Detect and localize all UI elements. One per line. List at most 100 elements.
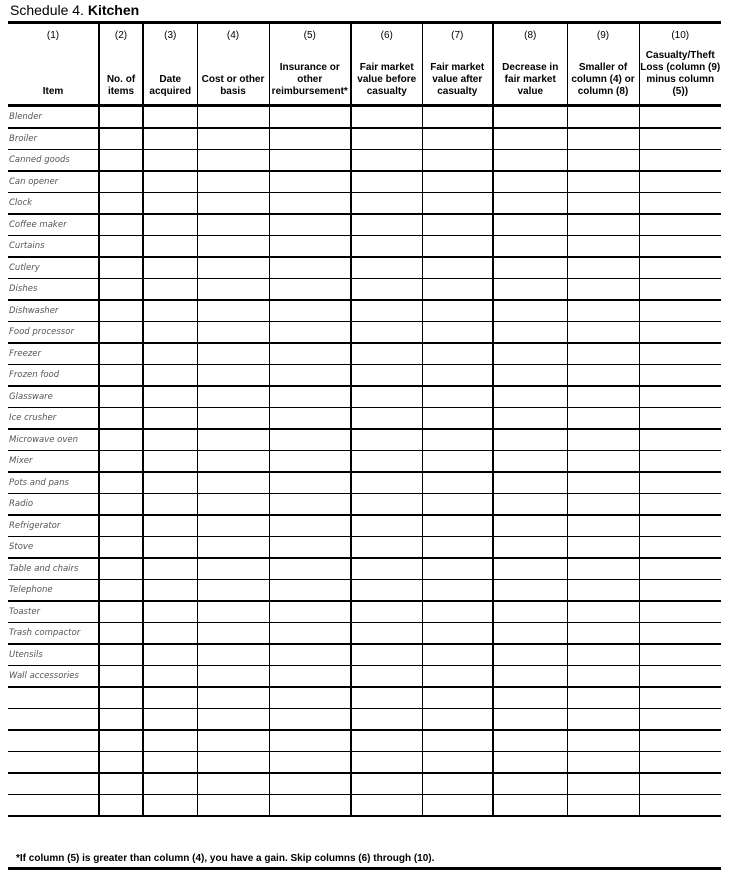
entry-cell-col-3[interactable] (142, 407, 197, 430)
entry-cell-col-9[interactable] (566, 536, 639, 559)
entry-cell-col-9[interactable] (566, 751, 639, 774)
entry-cell-col-8[interactable] (492, 644, 567, 666)
entry-cell-col-2[interactable] (98, 149, 143, 172)
entry-cell-col-2[interactable] (98, 515, 143, 537)
entry-cell-col-4[interactable] (196, 708, 269, 731)
entry-cell-col-9[interactable] (566, 343, 639, 365)
entry-cell-col-8[interactable] (492, 493, 567, 516)
entry-cell-col-9[interactable] (566, 192, 639, 215)
entry-cell-col-6[interactable] (350, 708, 422, 731)
entry-cell-col-3[interactable] (142, 257, 197, 279)
entry-cell-col-5[interactable] (268, 730, 351, 752)
entry-cell-col-6[interactable] (350, 493, 422, 516)
entry-cell-col-10[interactable] (638, 558, 721, 580)
entry-cell-col-3[interactable] (142, 751, 197, 774)
entry-cell-col-3[interactable] (142, 192, 197, 215)
entry-cell-col-5[interactable] (268, 622, 351, 645)
entry-cell-col-3[interactable] (142, 321, 197, 344)
entry-cell-col-5[interactable] (268, 794, 351, 817)
entry-cell-col-7[interactable] (421, 214, 493, 236)
entry-cell-col-9[interactable] (566, 364, 639, 387)
entry-cell-col-6[interactable] (350, 472, 422, 494)
entry-cell-col-8[interactable] (492, 622, 567, 645)
entry-cell-col-9[interactable] (566, 105, 639, 129)
entry-cell-col-8[interactable] (492, 321, 567, 344)
entry-cell-col-10[interactable] (638, 579, 721, 602)
entry-cell-col-2[interactable] (98, 450, 143, 473)
entry-cell-col-2[interactable] (98, 708, 143, 731)
entry-cell-col-7[interactable] (421, 149, 493, 172)
entry-cell-col-3[interactable] (142, 622, 197, 645)
entry-cell-col-2[interactable] (98, 214, 143, 236)
entry-cell-col-4[interactable] (196, 257, 269, 279)
entry-cell-col-7[interactable] (421, 644, 493, 666)
entry-cell-col-3[interactable] (142, 601, 197, 623)
entry-cell-col-4[interactable] (196, 278, 269, 301)
entry-cell-col-7[interactable] (421, 300, 493, 322)
entry-cell-col-7[interactable] (421, 257, 493, 279)
entry-cell-col-8[interactable] (492, 105, 567, 129)
entry-cell-col-5[interactable] (268, 644, 351, 666)
entry-cell-col-9[interactable] (566, 515, 639, 537)
entry-cell-col-8[interactable] (492, 407, 567, 430)
entry-cell-col-4[interactable] (196, 515, 269, 537)
entry-cell-col-5[interactable] (268, 214, 351, 236)
entry-cell-col-4[interactable] (196, 364, 269, 387)
entry-cell-col-9[interactable] (566, 730, 639, 752)
entry-cell-col-8[interactable] (492, 386, 567, 408)
entry-cell-col-7[interactable] (421, 794, 493, 817)
entry-cell-col-5[interactable] (268, 343, 351, 365)
entry-cell-col-5[interactable] (268, 407, 351, 430)
entry-cell-col-6[interactable] (350, 601, 422, 623)
entry-cell-col-3[interactable] (142, 794, 197, 817)
entry-cell-col-3[interactable] (142, 171, 197, 193)
entry-cell-col-6[interactable] (350, 536, 422, 559)
entry-cell-col-10[interactable] (638, 536, 721, 559)
entry-cell-col-9[interactable] (566, 257, 639, 279)
entry-cell-col-3[interactable] (142, 579, 197, 602)
entry-cell-col-10[interactable] (638, 493, 721, 516)
entry-cell-col-8[interactable] (492, 257, 567, 279)
entry-cell-col-4[interactable] (196, 128, 269, 150)
entry-cell-col-3[interactable] (142, 536, 197, 559)
entry-cell-col-9[interactable] (566, 149, 639, 172)
entry-cell-col-5[interactable] (268, 386, 351, 408)
entry-cell-col-5[interactable] (268, 687, 351, 709)
entry-cell-col-5[interactable] (268, 257, 351, 279)
entry-cell-col-7[interactable] (421, 515, 493, 537)
entry-cell-col-4[interactable] (196, 321, 269, 344)
entry-cell-col-8[interactable] (492, 364, 567, 387)
entry-cell-col-6[interactable] (350, 364, 422, 387)
entry-cell-col-6[interactable] (350, 128, 422, 150)
entry-cell-col-7[interactable] (421, 343, 493, 365)
entry-cell-col-4[interactable] (196, 622, 269, 645)
entry-cell-col-2[interactable] (98, 687, 143, 709)
entry-cell-col-3[interactable] (142, 558, 197, 580)
entry-cell-col-8[interactable] (492, 751, 567, 774)
entry-cell-col-7[interactable] (421, 192, 493, 215)
entry-cell-col-8[interactable] (492, 214, 567, 236)
entry-cell-col-5[interactable] (268, 493, 351, 516)
entry-cell-col-10[interactable] (638, 128, 721, 150)
entry-cell-col-3[interactable] (142, 708, 197, 731)
entry-cell-col-7[interactable] (421, 536, 493, 559)
entry-cell-col-6[interactable] (350, 192, 422, 215)
entry-cell-col-10[interactable] (638, 622, 721, 645)
entry-cell-col-6[interactable] (350, 622, 422, 645)
entry-cell-col-4[interactable] (196, 105, 269, 129)
entry-cell-col-7[interactable] (421, 407, 493, 430)
entry-cell-col-4[interactable] (196, 149, 269, 172)
entry-cell-col-10[interactable] (638, 300, 721, 322)
entry-cell-col-2[interactable] (98, 343, 143, 365)
entry-cell-col-2[interactable] (98, 321, 143, 344)
entry-cell-col-7[interactable] (421, 665, 493, 688)
entry-cell-col-2[interactable] (98, 579, 143, 602)
entry-cell-col-3[interactable] (142, 364, 197, 387)
entry-cell-col-2[interactable] (98, 128, 143, 150)
entry-cell-col-9[interactable] (566, 601, 639, 623)
entry-cell-col-2[interactable] (98, 407, 143, 430)
entry-cell-col-10[interactable] (638, 235, 721, 258)
entry-cell-col-8[interactable] (492, 450, 567, 473)
entry-cell-col-8[interactable] (492, 579, 567, 602)
entry-cell-col-7[interactable] (421, 687, 493, 709)
